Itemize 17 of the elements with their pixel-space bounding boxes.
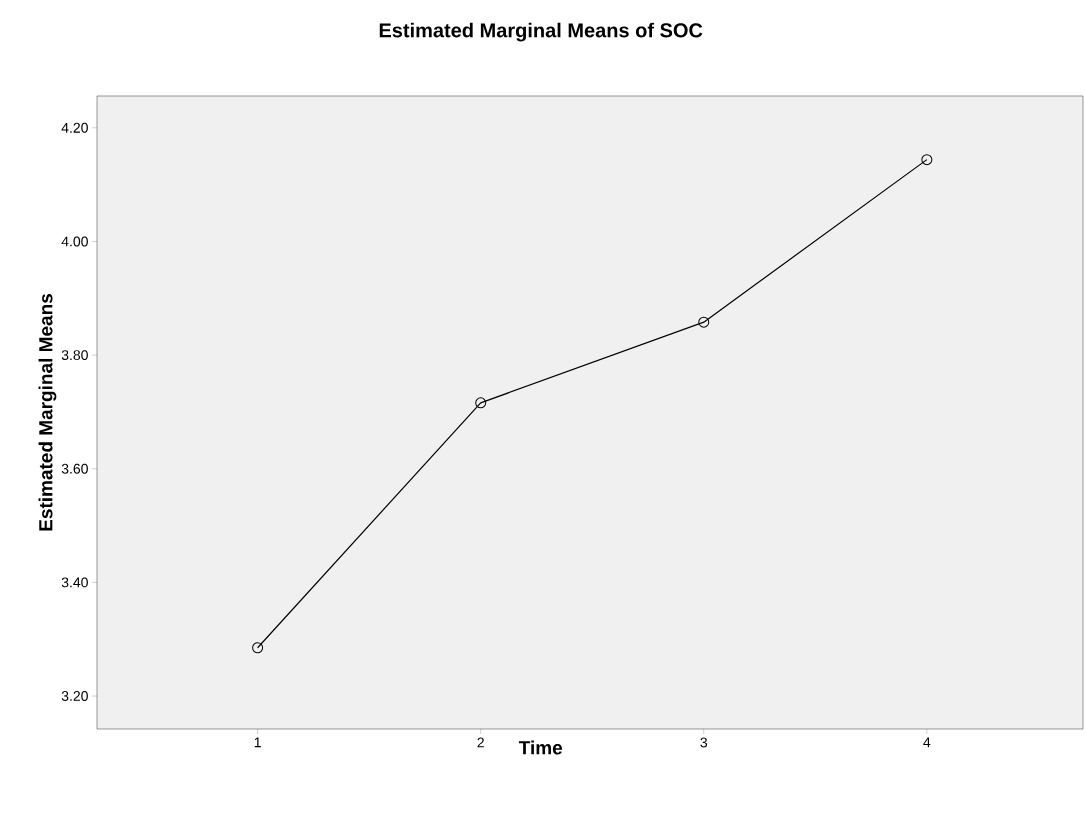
y-tick-label: 4.00	[61, 236, 88, 247]
point	[698, 316, 710, 328]
x-tick-label: 4	[923, 737, 931, 748]
y-tick-label: 3.60	[61, 463, 88, 474]
chart-title: Estimated Marginal Means of SOC	[379, 22, 703, 42]
y-tick-label: 3.80	[61, 350, 88, 361]
point	[475, 397, 487, 409]
point	[252, 642, 264, 654]
y-tick-label: 3.40	[61, 577, 88, 588]
point	[921, 154, 933, 166]
x-tick-label: 2	[477, 737, 484, 748]
x-tick-label: 1	[254, 737, 261, 748]
x-tick-label: 3	[700, 737, 708, 748]
x-axis-title: Time	[518, 740, 563, 755]
y-tick-label: 4.20	[61, 122, 88, 133]
y-axis-title: Estimated Marginal Means	[38, 293, 57, 531]
y-tick-label: 3.20	[61, 691, 88, 701]
